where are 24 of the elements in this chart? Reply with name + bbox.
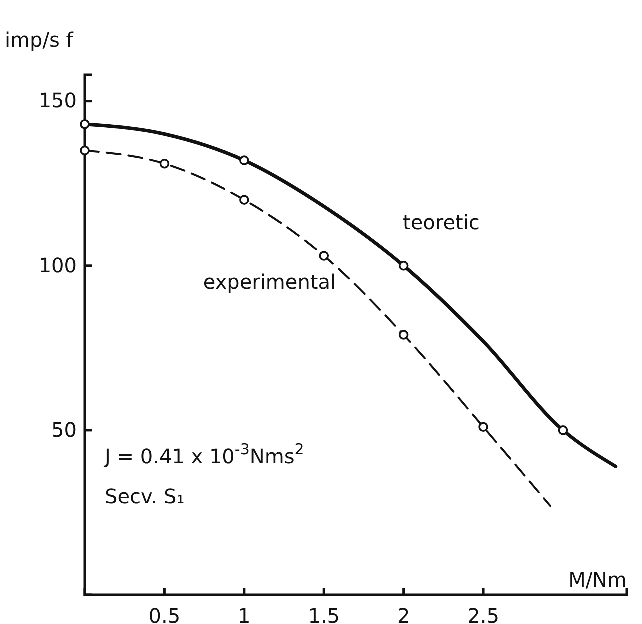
point [80,119,90,130]
y-axis-title: imp/s f [5,28,74,52]
point [398,261,409,271]
point [240,195,250,205]
series-label: experimental [203,270,336,294]
point [80,146,90,156]
x-tick-label: 0.5 [148,604,181,624]
series-label: teoretic [403,210,480,235]
y-tick-label: 100 [38,253,77,278]
point [240,156,250,166]
point [160,158,170,169]
point [398,330,409,340]
y-tick-label: 50 [52,418,77,442]
x-tick-label: 1.5 [308,604,340,624]
x-tick-label: 2.5 [468,604,500,624]
y-tick-label: 150 [38,88,77,113]
x-tick-label: 2 [397,604,410,624]
point [319,251,330,261]
x-axis-title: M/Nm [568,568,627,592]
annotation: Secv. S₁ [105,484,185,508]
annotation: J = 0.41 x 10$^{-3}$Nms$^{2}$ [103,440,304,468]
x-tick-label: 1 [238,604,251,624]
point [478,422,488,432]
point [558,426,568,436]
